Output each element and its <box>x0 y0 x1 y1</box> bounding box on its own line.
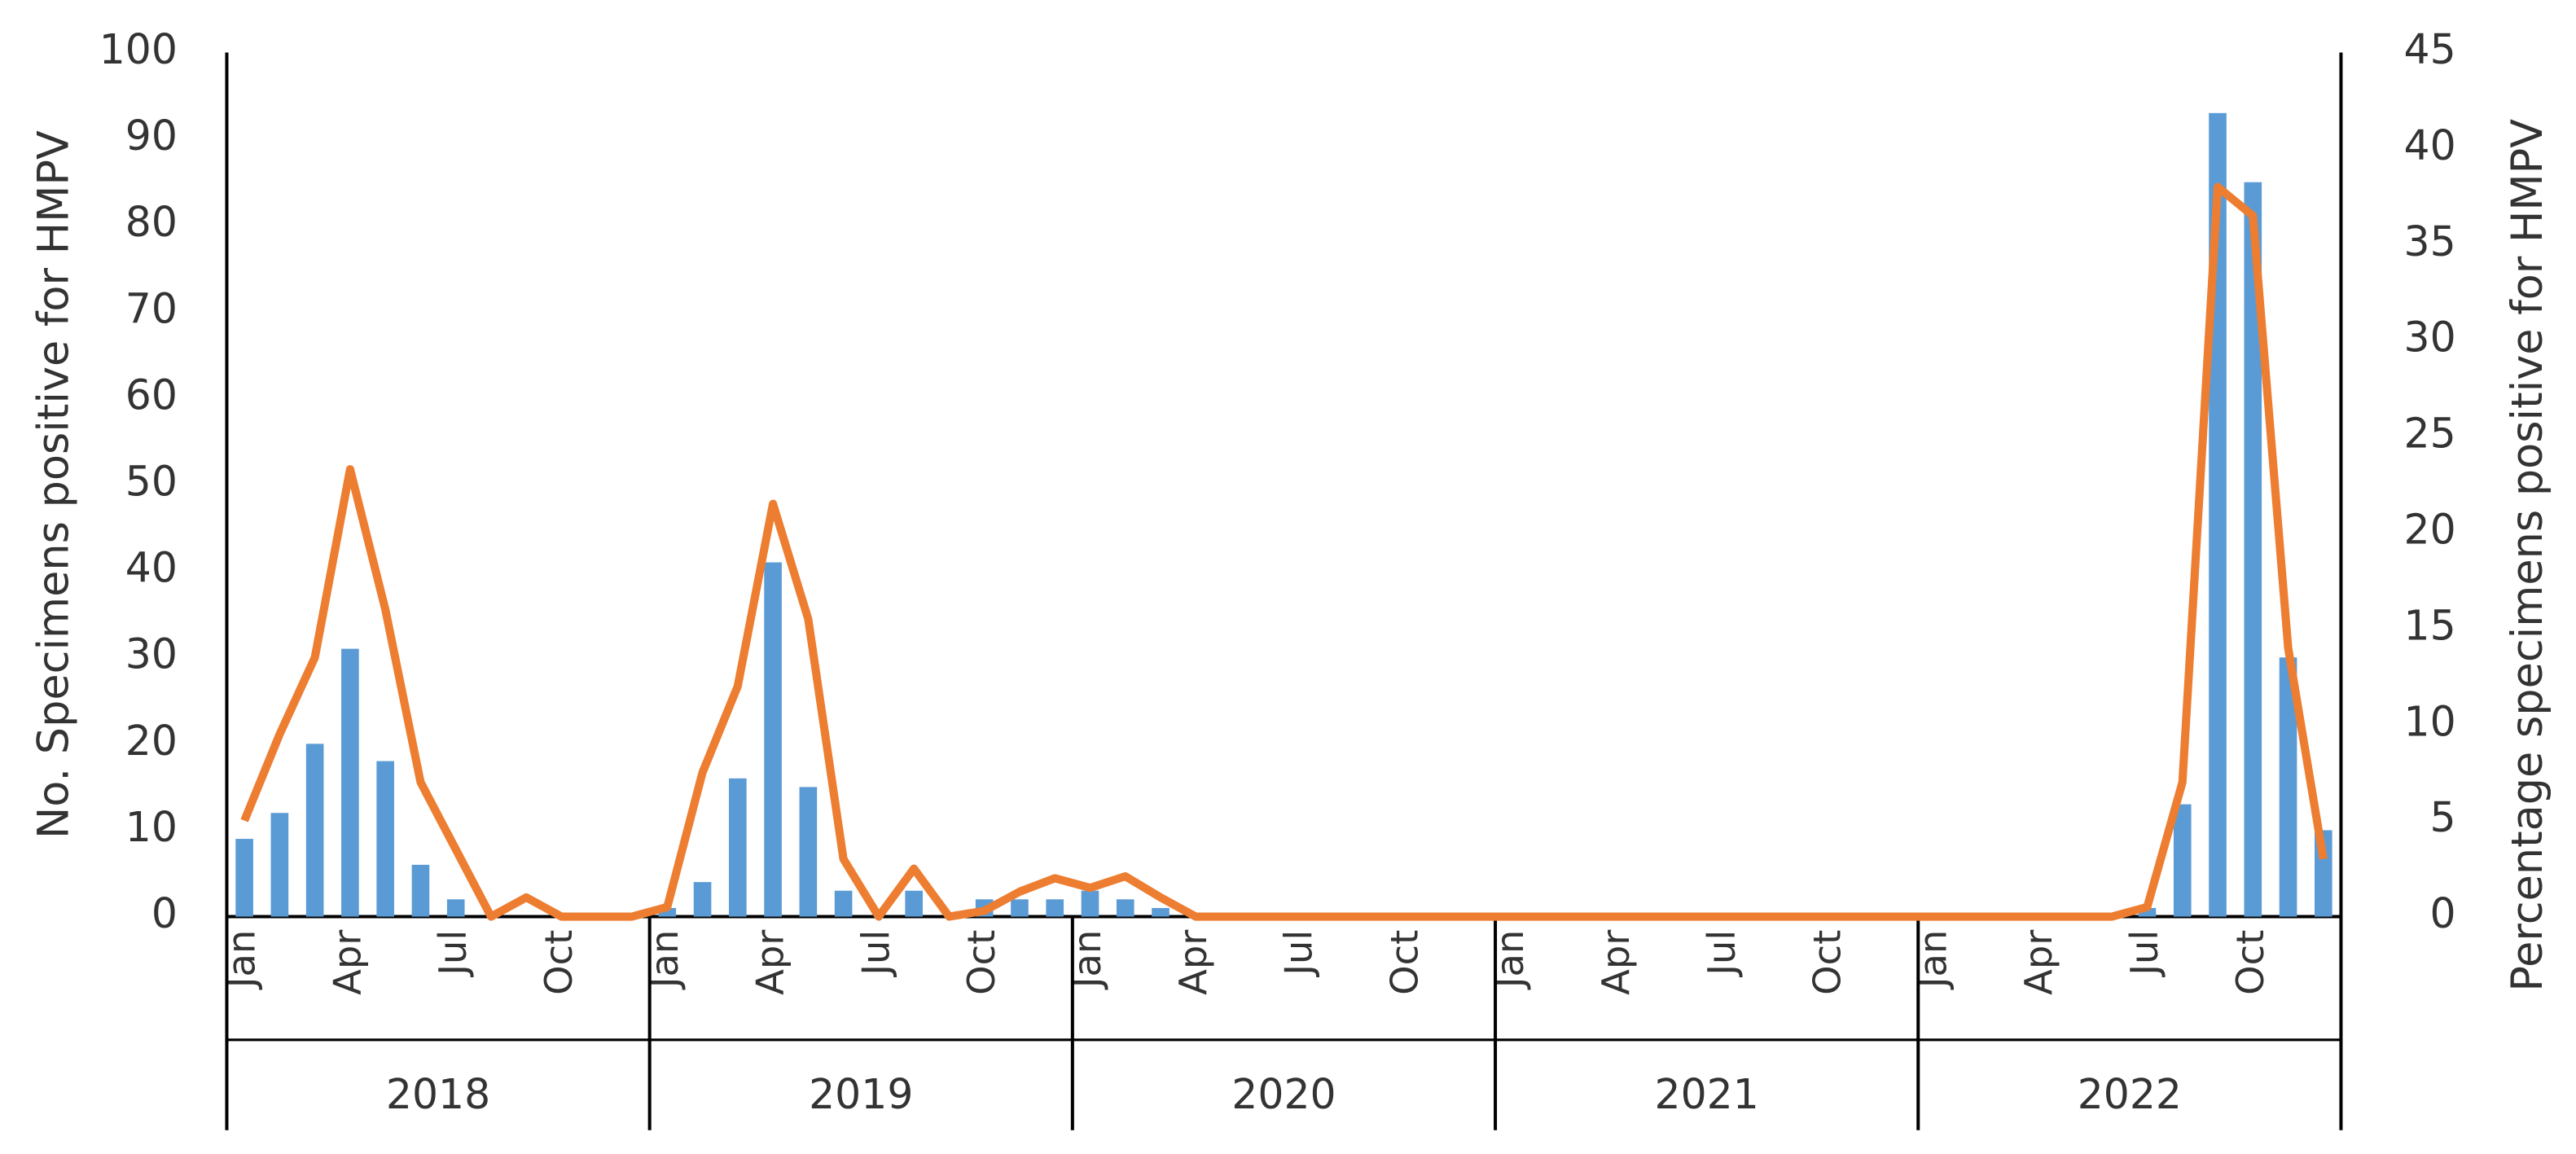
y-tick-label: 60 <box>125 371 178 419</box>
bar <box>2279 657 2297 917</box>
x-tick-label: Oct <box>1806 930 1850 995</box>
y-tick-label: 10 <box>125 803 178 851</box>
bar <box>729 778 747 917</box>
x-tick-label: Apr <box>2016 929 2060 995</box>
bar <box>1011 899 1029 917</box>
bar <box>1152 907 1170 917</box>
x-tick-label: Oct <box>537 930 581 995</box>
bar <box>446 899 465 917</box>
y2-axis-title: Percentage specimens positive for HMPV <box>2503 119 2552 992</box>
bar <box>2138 907 2157 917</box>
y2-tick-label: 25 <box>2404 410 2456 458</box>
y-tick-label: 40 <box>125 544 178 592</box>
bar <box>2244 182 2262 917</box>
bar <box>341 648 359 917</box>
bar <box>658 907 677 917</box>
bar <box>270 813 289 917</box>
x-tick-label: Apr <box>748 929 792 995</box>
y2-tick-label: 20 <box>2404 505 2456 553</box>
y2-tick-label: 5 <box>2430 793 2456 841</box>
y2-tick-label: 0 <box>2430 889 2456 937</box>
bar <box>834 890 853 917</box>
x-tick-label: Oct <box>1382 930 1426 995</box>
year-label: 2021 <box>1655 1070 1759 1118</box>
y2-tick-label: 10 <box>2404 697 2456 745</box>
bar <box>799 787 818 917</box>
x-tick-label: Jul <box>1700 930 1744 978</box>
x-tick-label: Oct <box>959 930 1003 995</box>
x-tick-label: Apr <box>325 929 369 995</box>
y-tick-label: 90 <box>125 112 178 160</box>
line <box>240 182 2328 921</box>
year-label: 2019 <box>809 1070 913 1118</box>
y-axis-title: No. Specimens positive for HMPV <box>29 130 78 839</box>
y-tick-label: 80 <box>125 198 178 246</box>
y-tick-label: 30 <box>125 630 178 678</box>
x-tick-label: Apr <box>1594 929 1638 995</box>
bar <box>376 761 394 917</box>
bar <box>693 882 712 917</box>
bar <box>905 890 923 917</box>
y2-tick-label: 30 <box>2404 314 2456 362</box>
year-label: 2022 <box>2078 1070 2182 1118</box>
y2-tick-label: 40 <box>2404 121 2456 169</box>
bar <box>764 562 782 917</box>
y2-tick-label: 35 <box>2404 217 2456 265</box>
bar <box>235 839 253 917</box>
y-tick-label: 50 <box>125 458 178 506</box>
x-tick-label: Jul <box>2122 930 2166 978</box>
x-tick-label: Jul <box>854 930 897 978</box>
x-tick-label: Jul <box>431 930 475 978</box>
year-label: 2018 <box>386 1070 490 1118</box>
y2-tick-label: 15 <box>2404 601 2456 649</box>
year-label: 2020 <box>1231 1070 1336 1118</box>
bar <box>411 864 430 917</box>
bar <box>2173 804 2192 917</box>
bar <box>1116 899 1134 917</box>
x-tick-label: Jul <box>1277 930 1321 978</box>
bar <box>1046 899 1064 917</box>
y2-tick-label: 45 <box>2404 25 2456 73</box>
bar <box>1081 890 1099 917</box>
x-tick-label: Apr <box>1171 929 1215 995</box>
y-tick-label: 100 <box>99 25 178 73</box>
bar <box>305 744 324 917</box>
x-tick-label: Oct <box>2228 930 2272 995</box>
y-tick-label: 0 <box>151 889 178 937</box>
y-tick-label: 70 <box>125 284 178 332</box>
y-tick-label: 20 <box>125 717 178 765</box>
